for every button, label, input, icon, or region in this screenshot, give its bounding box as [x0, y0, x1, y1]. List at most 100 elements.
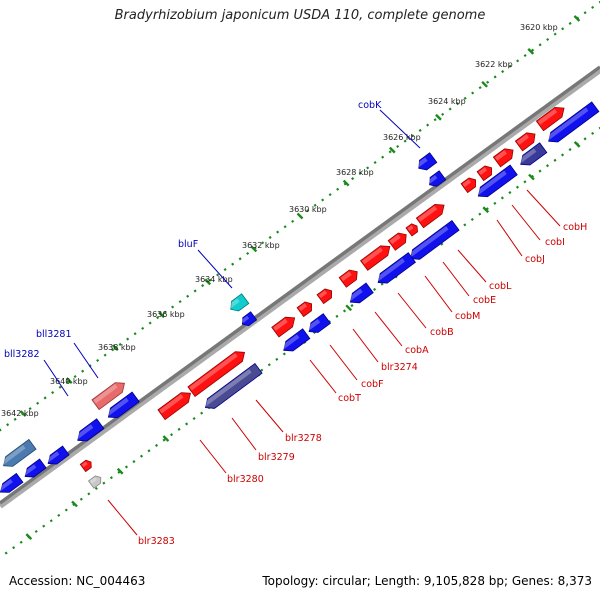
blr3283-label[interactable]: blr3283	[138, 536, 175, 547]
cobT-label[interactable]: cobT	[338, 393, 361, 404]
tick-label-3642-kbp: 3642 kbp	[1, 409, 39, 418]
tick-label-3636-kbp: 3636 kbp	[147, 310, 185, 319]
forward-gene-block[interactable]	[492, 145, 516, 168]
cobH-label[interactable]: cobH	[563, 222, 587, 233]
forward-gene-block[interactable]	[405, 222, 420, 237]
forward-gene-block[interactable]	[360, 242, 394, 271]
outer-major-tick	[65, 377, 73, 384]
forward-gene-block[interactable]	[415, 200, 447, 229]
inner-major-tick	[573, 140, 581, 148]
tick-label-3622-kbp: 3622 kbp	[475, 60, 513, 69]
map-title: Bradyrhizobium japonicum USDA 110, compl…	[114, 8, 486, 23]
outer-major-tick	[388, 146, 396, 154]
cobF-label[interactable]: cobF	[361, 379, 384, 390]
outer-tick-track	[0, 0, 600, 432]
cobM-label[interactable]: cobM	[455, 311, 480, 322]
tick-label-3620-kbp: 3620 kbp	[520, 23, 558, 32]
tick-label-3626-kbp: 3626 kbp	[383, 133, 421, 142]
tick-label-3624-kbp: 3624 kbp	[428, 97, 466, 106]
cobI-leader-line	[511, 204, 541, 241]
blr3274-label[interactable]: blr3274	[381, 362, 418, 373]
inner-major-tick	[25, 533, 33, 541]
reverse-gene-block[interactable]	[347, 282, 374, 307]
forward-gene-block[interactable]	[271, 313, 298, 338]
inner-major-tick	[345, 304, 353, 312]
reverse-gene-block[interactable]	[105, 391, 140, 422]
bluF-gene-block[interactable]	[227, 293, 250, 314]
forward-gene-block[interactable]	[460, 175, 479, 194]
reverse-gene-block[interactable]	[375, 252, 417, 288]
bluF-gene-block-2[interactable]	[239, 311, 258, 328]
outer-major-tick	[527, 48, 535, 55]
genome-summary-text: Topology: circular; Length: 9,105,828 bp…	[262, 574, 592, 588]
bluF-leader-line	[197, 249, 233, 289]
blr3283-gene-block[interactable]	[79, 458, 93, 473]
cobK-leader-line	[379, 109, 421, 149]
cobM-leader-line	[424, 275, 453, 313]
outer-major-tick	[158, 311, 165, 319]
forward-gene-block[interactable]	[514, 129, 538, 152]
cobH-leader-line	[526, 189, 561, 227]
blr3279-label[interactable]: blr3279	[258, 452, 295, 463]
cobK-gene-block-2[interactable]	[426, 170, 447, 189]
reverse-gene-block[interactable]	[45, 445, 70, 468]
bll3281-label[interactable]: bll3281	[36, 329, 72, 340]
inner-major-tick	[528, 173, 535, 181]
cobL-label[interactable]: cobL	[489, 281, 512, 292]
reverse-gene-block[interactable]	[202, 362, 263, 413]
cobJ-label[interactable]: cobJ	[525, 254, 545, 265]
inner-major-tick	[162, 435, 170, 442]
reverse-gene-block[interactable]	[545, 101, 600, 146]
outer-major-tick	[342, 179, 350, 187]
forward-gene-block[interactable]	[157, 388, 194, 421]
inner-major-tick	[116, 467, 124, 475]
cobA-label[interactable]: cobA	[405, 345, 429, 356]
cobA-leader-line	[374, 311, 403, 347]
reverse-gene-block[interactable]	[22, 458, 47, 481]
forward-gene-block[interactable]	[476, 163, 495, 182]
tick-label-3640-kbp: 3640 kbp	[50, 377, 88, 386]
reverse-gene-block[interactable]	[517, 142, 548, 169]
accession-text: Accession: NC_004463	[9, 574, 146, 588]
cobE-leader-line	[442, 261, 470, 297]
cobF-leader-line	[329, 344, 358, 381]
cobB-leader-line	[397, 292, 427, 329]
outer-major-tick	[204, 278, 212, 286]
bll3282-gene-block[interactable]	[0, 438, 37, 470]
forward-gene-block[interactable]	[296, 299, 315, 318]
reverse-gene-block[interactable]	[280, 328, 311, 355]
forward-gene-block[interactable]	[187, 348, 248, 398]
reverse-gene-block[interactable]	[306, 313, 331, 337]
blr3283-leader-line	[107, 499, 138, 536]
forward-gene-block[interactable]	[338, 267, 361, 288]
bluF-label[interactable]: bluF	[178, 239, 198, 250]
tick-label-3628-kbp: 3628 kbp	[336, 168, 374, 177]
cobK-gene-block[interactable]	[415, 152, 438, 173]
forward-gene-block[interactable]	[387, 230, 410, 251]
cobE-label[interactable]: cobE	[473, 295, 496, 306]
blr3274-leader-line	[352, 328, 379, 363]
reverse-gene-block[interactable]	[0, 472, 24, 496]
reverse-gene-block[interactable]	[475, 164, 518, 201]
blr3280-label[interactable]: blr3280	[227, 474, 264, 485]
reverse-gene-block[interactable]	[74, 418, 105, 445]
cobT-leader-line	[309, 359, 337, 394]
blr3283-gene-block-2[interactable]	[87, 474, 104, 489]
bll3282-leader-line	[43, 359, 69, 397]
forward-gene-block[interactable]	[535, 103, 567, 132]
tick-label-3630-kbp: 3630 kbp	[289, 205, 327, 214]
cobK-label[interactable]: cobK	[358, 100, 382, 111]
bll3282-label[interactable]: bll3282	[4, 349, 40, 360]
outer-major-tick	[435, 113, 442, 121]
blr3278-label[interactable]: blr3278	[285, 433, 322, 444]
inner-major-tick	[71, 500, 78, 508]
outer-major-tick	[481, 80, 488, 88]
cobI-label[interactable]: cobI	[545, 237, 565, 248]
inner-major-tick	[482, 206, 490, 214]
bll3281-gene-block[interactable]	[91, 378, 128, 411]
cobB-label[interactable]: cobB	[430, 327, 454, 338]
forward-gene-block[interactable]	[316, 286, 335, 305]
bll3281-leader-line	[73, 342, 99, 379]
